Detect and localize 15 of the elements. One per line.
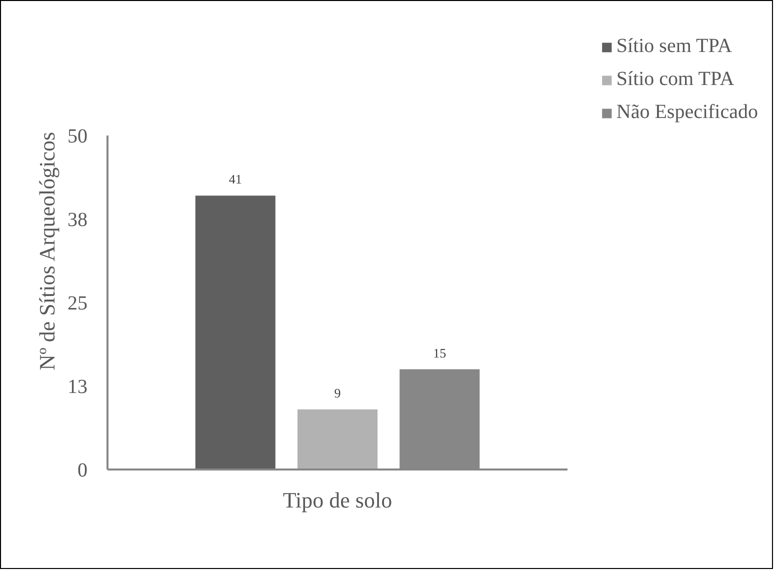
y-tick-label: 0 — [78, 460, 88, 482]
legend-label: Sítio com TPA — [616, 68, 734, 91]
legend-label: Sítio sem TPA — [616, 35, 732, 58]
bar — [297, 409, 378, 470]
data-label: 9 — [334, 385, 341, 400]
y-tick-label: 13 — [68, 376, 88, 398]
data-label: 41 — [228, 172, 242, 187]
legend-label: Não Especificado — [616, 101, 758, 124]
y-tick-label: 38 — [68, 209, 88, 231]
data-label: 15 — [433, 345, 446, 360]
y-tick-label: 25 — [68, 292, 88, 314]
y-axis-title: Nº de Sítios Arqueológicos — [34, 132, 60, 370]
y-tick-label: 50 — [68, 126, 88, 148]
x-tick-label: Tipo de solo — [282, 488, 392, 512]
bar — [195, 196, 276, 470]
